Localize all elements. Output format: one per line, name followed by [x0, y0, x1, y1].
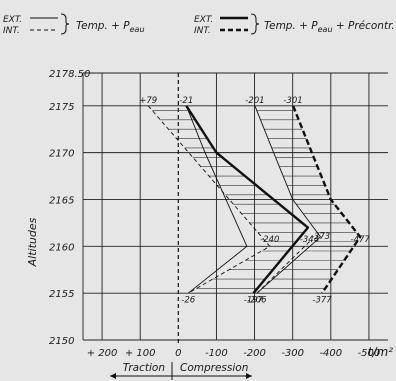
legend-ext-label-1: EXT.	[3, 15, 22, 25]
hatch-regions	[152, 110, 357, 289]
y-tick-label: 2175	[49, 102, 74, 113]
legend-brace-1	[60, 13, 70, 35]
zone-indicator: Traction Compression	[110, 362, 252, 380]
data-label: -197	[244, 296, 264, 306]
legend-group-2: EXT. INT. Temp. + Peau + Précontr.	[194, 13, 395, 36]
x-tick-label: -100	[205, 348, 228, 359]
y-tick-label: 2170	[49, 149, 74, 160]
y-tick-label: 2165	[49, 195, 74, 206]
series-line-int1	[147, 105, 271, 294]
y-tick-labels: 2150 2155 2160 2165 2170 2175 2178.50	[49, 69, 90, 347]
x-tick-labels: + 200 + 100 0 -100 -200 -300 -400 -500	[87, 348, 381, 359]
legend-text-1: Temp. + Peau	[76, 20, 145, 34]
data-label: -344	[300, 235, 319, 245]
x-tick-label: -300	[281, 348, 304, 359]
data-label: -201	[245, 96, 264, 106]
x-tick-label: -200	[243, 348, 266, 359]
legend-brace-2	[250, 13, 260, 35]
x-tick-label: + 100	[125, 348, 156, 359]
y-tick-label: 2155	[49, 289, 74, 300]
data-label: -240	[260, 235, 279, 245]
data-label: -26	[181, 296, 195, 306]
x-unit-label: t/m²	[368, 345, 393, 359]
series-line-int2	[291, 105, 362, 294]
x-tick-label: -400	[319, 348, 342, 359]
y-tick-label: 2160	[49, 242, 74, 253]
grid	[82, 72, 388, 344]
x-tick-label: 0	[175, 348, 181, 359]
compression-label: Compression	[180, 362, 248, 374]
traction-label: Traction	[123, 362, 165, 374]
y-tick-label: 2150	[49, 336, 74, 347]
traction-arrowhead	[110, 373, 116, 379]
data-label: -206	[247, 296, 267, 306]
data-label: -21	[179, 96, 193, 106]
legend-group-1: EXT. INT. Temp. + Peau	[3, 13, 145, 36]
x-tick-label: -500	[358, 348, 381, 359]
data-label: -301	[283, 96, 302, 106]
data-label: -377	[312, 296, 332, 306]
x-tick-label: + 200	[87, 348, 118, 359]
legend-ext-label-2: EXT.	[194, 15, 213, 25]
data-label: +79	[139, 96, 157, 106]
data-label: -477	[351, 235, 371, 245]
legend-int-label-2: INT.	[194, 26, 211, 36]
y-tick-label: 2178.50	[49, 69, 90, 80]
legend: EXT. INT. Temp. + Peau EXT. INT. Temp. +…	[3, 13, 395, 36]
series-lines	[147, 105, 362, 294]
legend-int-label-1: INT.	[3, 26, 20, 36]
data-labels: +79 -21 -201 -301 -240 -344-373 -477 -26 -197-20…	[139, 96, 370, 306]
series-line-ext2	[185, 105, 310, 294]
series-line-int2b	[256, 241, 310, 294]
series-line-ext1	[185, 105, 248, 294]
y-axis-label: Altitudes	[26, 217, 39, 267]
compression-arrowhead	[246, 373, 252, 379]
data-label: -373	[311, 232, 330, 242]
series-line-ext2b	[254, 105, 321, 294]
legend-text-2: Temp. + Peau + Précontr.	[264, 20, 395, 34]
